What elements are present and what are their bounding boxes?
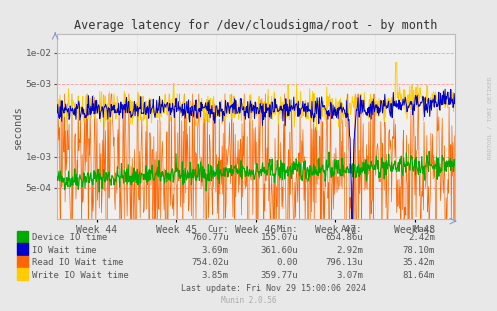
Text: IO Wait time: IO Wait time bbox=[32, 246, 97, 255]
Text: 654.86u: 654.86u bbox=[325, 234, 363, 242]
Text: 3.69m: 3.69m bbox=[202, 246, 229, 255]
Text: 359.77u: 359.77u bbox=[260, 271, 298, 280]
Text: Avg:: Avg: bbox=[341, 225, 363, 234]
Text: Read IO Wait time: Read IO Wait time bbox=[32, 258, 124, 267]
Text: Cur:: Cur: bbox=[207, 225, 229, 234]
Text: RRDTOOL / TOBI OETIKER: RRDTOOL / TOBI OETIKER bbox=[487, 77, 492, 160]
Text: Last update: Fri Nov 29 15:00:06 2024: Last update: Fri Nov 29 15:00:06 2024 bbox=[181, 284, 366, 293]
Text: 3.07m: 3.07m bbox=[336, 271, 363, 280]
Text: 78.10m: 78.10m bbox=[403, 246, 435, 255]
Text: 754.02u: 754.02u bbox=[191, 258, 229, 267]
Text: 3.85m: 3.85m bbox=[202, 271, 229, 280]
Text: Device IO time: Device IO time bbox=[32, 234, 107, 242]
Text: 796.13u: 796.13u bbox=[325, 258, 363, 267]
Text: 2.92m: 2.92m bbox=[336, 246, 363, 255]
Text: 760.77u: 760.77u bbox=[191, 234, 229, 242]
Text: 0.00: 0.00 bbox=[277, 258, 298, 267]
Text: Write IO Wait time: Write IO Wait time bbox=[32, 271, 129, 280]
Y-axis label: seconds: seconds bbox=[13, 105, 23, 149]
Text: 2.42m: 2.42m bbox=[408, 234, 435, 242]
Text: Min:: Min: bbox=[277, 225, 298, 234]
Text: 81.64m: 81.64m bbox=[403, 271, 435, 280]
Title: Average latency for /dev/cloudsigma/root - by month: Average latency for /dev/cloudsigma/root… bbox=[74, 19, 438, 32]
Text: 361.60u: 361.60u bbox=[260, 246, 298, 255]
Text: Munin 2.0.56: Munin 2.0.56 bbox=[221, 296, 276, 305]
Text: Max:: Max: bbox=[414, 225, 435, 234]
Text: 155.07u: 155.07u bbox=[260, 234, 298, 242]
Text: 35.42m: 35.42m bbox=[403, 258, 435, 267]
